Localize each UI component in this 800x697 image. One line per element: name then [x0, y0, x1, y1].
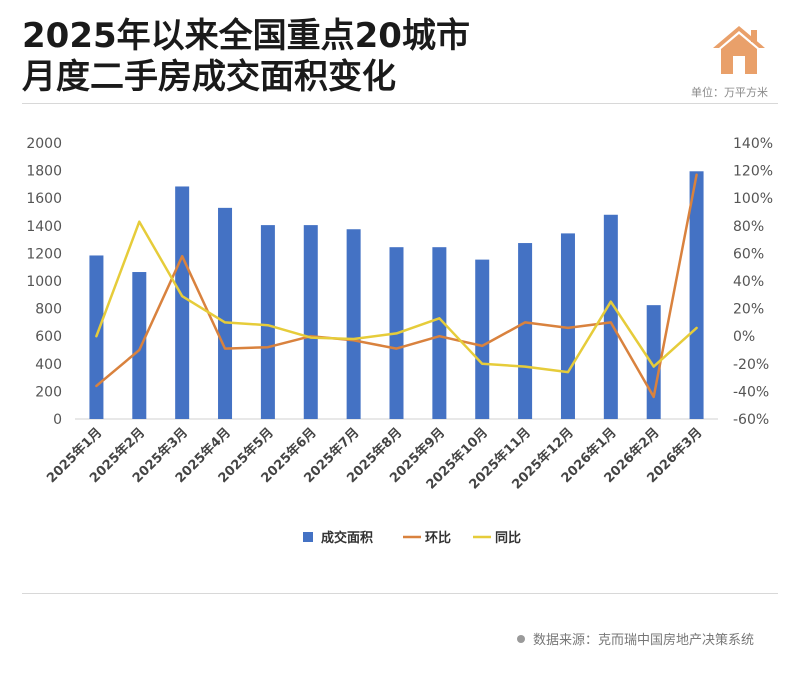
legend-swatch [303, 532, 313, 542]
bar [260, 225, 275, 419]
y-right-tick-label: 80% [733, 219, 764, 235]
source-text: 数据来源：克而瑞中国房地产决策系统 [532, 633, 754, 648]
title-line-1: 2025年以来全国重点20城市 [22, 16, 470, 56]
y-left-tick-label: 800 [35, 302, 62, 318]
bar [475, 259, 490, 419]
series-line [95, 220, 698, 374]
unit-label: 单位：万平方米 [691, 86, 768, 99]
bar [303, 225, 318, 419]
y-left-tick-label: 1600 [26, 191, 62, 207]
bar [603, 214, 618, 419]
y-right-tick-label: 20% [733, 302, 764, 318]
bar [518, 243, 533, 419]
title-line-2: 月度二手房成交面积变化 [22, 57, 396, 97]
bullet-icon [516, 635, 525, 643]
y-left-tick-label: 2000 [26, 136, 62, 152]
house-icon [713, 26, 765, 74]
y-right-tick-label: 40% [733, 274, 764, 290]
y-left-tick-label: 1400 [26, 219, 62, 235]
chart-title: 2025年以来全国重点20城市 月度二手房成交面积变化 [22, 16, 470, 98]
legend-label: 成交面积 [321, 530, 373, 546]
y-right-tick-label: 60% [733, 246, 764, 262]
y-right-tick-label: 100% [733, 191, 773, 207]
y-right-tick-label: 120% [733, 164, 773, 180]
bar [175, 186, 190, 419]
bottom-divider [22, 593, 778, 594]
y-right-tick-label: 140% [733, 136, 773, 152]
y-right-tick-label: -60% [733, 412, 769, 428]
bar [132, 272, 147, 419]
legend-label: 同比 [495, 530, 521, 546]
top-divider [22, 103, 778, 104]
y-left-tick-label: 1000 [26, 274, 62, 290]
y-left-tick-label: 0 [53, 412, 62, 428]
bar [218, 207, 233, 419]
bar [432, 247, 447, 419]
y-right-tick-label: -20% [733, 357, 769, 373]
y-left-tick-label: 1800 [26, 164, 62, 180]
y-right-tick-label: 0% [733, 329, 755, 345]
bar [346, 229, 361, 419]
legend-label: 环比 [425, 530, 451, 546]
y-left-tick-label: 600 [35, 329, 62, 345]
y-left-tick-label: 1200 [26, 246, 62, 262]
bar [689, 171, 704, 419]
y-left-tick-label: 200 [35, 384, 62, 400]
y-left-tick-label: 400 [35, 357, 62, 373]
y-right-tick-label: -40% [733, 384, 769, 400]
source-note: 数据来源：克而瑞中国房地产决策系统 [516, 629, 754, 648]
